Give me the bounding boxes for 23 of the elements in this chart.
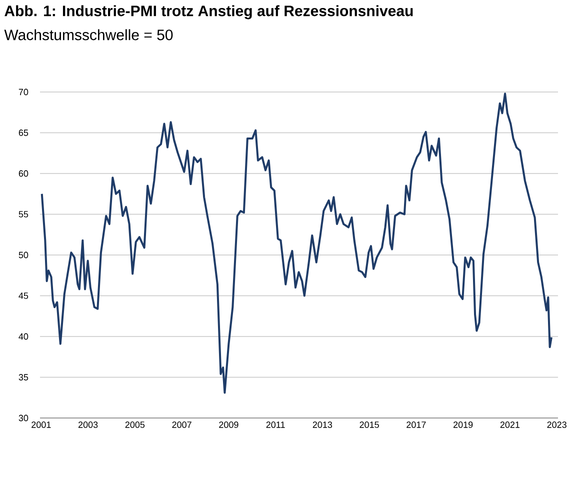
y-tick-label: 70 <box>18 88 28 96</box>
x-tick-label: 2013 <box>312 422 332 428</box>
x-tick-label: 2023 <box>547 422 566 428</box>
x-tick-label: 2009 <box>219 422 238 428</box>
x-tick-label: 2021 <box>500 422 520 428</box>
x-tick-label: 2015 <box>360 422 379 428</box>
y-tick-label: 50 <box>18 252 28 258</box>
x-tick-label: 2011 <box>266 422 285 428</box>
x-tick-label: 2003 <box>78 422 98 428</box>
chart-title: Abb. 1: Industrie-PMI trotz Anstieg auf Rezessionsniveau <box>4 5 413 20</box>
y-tick-label: 35 <box>18 374 28 380</box>
y-tick-label: 40 <box>18 333 28 340</box>
x-tick-label: 2005 <box>125 422 145 428</box>
x-tick-label: 2001 <box>32 422 51 428</box>
x-tick-label: 2019 <box>454 422 473 428</box>
y-tick-label: 45 <box>18 292 28 299</box>
y-tick-label: 65 <box>18 130 28 136</box>
x-tick-label: 2007 <box>172 422 192 428</box>
y-tick-label: 55 <box>18 211 28 218</box>
chart-subtitle: Wachstumsschwelle = 50 <box>4 29 173 40</box>
y-tick-label: 30 <box>18 414 28 422</box>
x-tick-label: 2017 <box>406 422 426 428</box>
y-tick-label: 60 <box>18 170 28 177</box>
